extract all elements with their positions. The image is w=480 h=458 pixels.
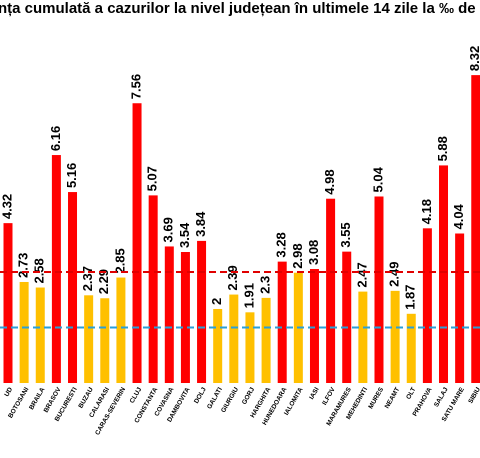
x-tick-label: GORJ	[241, 386, 256, 406]
x-tick-label: IASI	[308, 386, 320, 401]
bar	[19, 281, 29, 383]
bar	[374, 196, 384, 383]
value-label: 7.56	[128, 74, 143, 99]
value-label: 2.73	[16, 253, 31, 278]
bar	[439, 165, 449, 383]
bar	[358, 291, 368, 383]
bar	[180, 252, 190, 383]
value-label: 1.87	[403, 284, 418, 309]
value-label: 5.16	[64, 163, 79, 188]
x-tick-label: CARAS-SEVERIN	[94, 386, 127, 436]
bar	[35, 287, 45, 383]
bar	[213, 308, 223, 383]
value-label: 2.3	[258, 276, 273, 294]
value-label: 2.85	[112, 248, 127, 273]
bar	[422, 228, 432, 383]
value-label: 4.98	[322, 169, 337, 194]
value-label: 4.04	[451, 203, 466, 229]
value-label: 3.69	[161, 217, 176, 242]
bar	[3, 223, 13, 383]
x-tick-label: ILFOV	[321, 386, 337, 407]
bar	[471, 75, 480, 383]
bar	[68, 192, 78, 383]
bar	[197, 240, 207, 383]
value-label: 2.58	[32, 258, 47, 283]
bar	[277, 261, 287, 383]
bar	[132, 103, 142, 384]
value-label: 2	[209, 298, 224, 305]
x-tick-label: NEAMT	[384, 386, 402, 410]
bar	[84, 295, 94, 383]
x-tick-label: OLT	[405, 386, 417, 400]
bar	[100, 298, 110, 383]
value-label: 1.91	[241, 283, 256, 308]
value-label: 3.54	[177, 222, 192, 248]
x-tick-label: CLUJ	[129, 386, 144, 405]
bar	[455, 233, 465, 383]
x-tick-label: BUZAU	[77, 386, 95, 409]
bar	[326, 198, 336, 383]
bar	[309, 269, 319, 383]
value-label: 2.29	[96, 269, 111, 294]
x-tick-label: DOLJ	[193, 386, 208, 405]
bar	[245, 312, 255, 383]
bar	[51, 155, 61, 383]
value-label: 5.04	[370, 166, 385, 192]
bar	[164, 246, 174, 383]
value-label: 2.98	[290, 243, 305, 268]
x-tick-label: UD	[3, 386, 14, 398]
bar	[390, 290, 400, 383]
bar	[406, 313, 416, 383]
value-label: 2.49	[387, 262, 402, 287]
value-label: 3.84	[193, 211, 208, 237]
value-label: 3.55	[338, 222, 353, 247]
bar	[116, 277, 126, 383]
bar	[229, 294, 239, 383]
x-tick-label: SIBIU	[467, 386, 480, 405]
value-label: 8.32	[467, 46, 480, 71]
value-label: 5.07	[145, 166, 160, 191]
value-label: 5.88	[435, 136, 450, 161]
bar	[342, 251, 352, 383]
value-label: 4.32	[0, 194, 14, 219]
x-tick-label: SALAJ	[433, 386, 450, 408]
value-label: 6.16	[48, 126, 63, 151]
value-label: 2.39	[225, 265, 240, 290]
value-label: 2.37	[80, 266, 95, 291]
value-label: 4.18	[419, 199, 434, 224]
bar	[148, 195, 158, 383]
value-label: 2.47	[354, 262, 369, 287]
value-label: 3.08	[306, 240, 321, 265]
value-label: 3.28	[274, 232, 289, 257]
bar	[261, 297, 271, 383]
chart-title: nța cumulată a cazurilor la nivel județe…	[0, 0, 480, 17]
